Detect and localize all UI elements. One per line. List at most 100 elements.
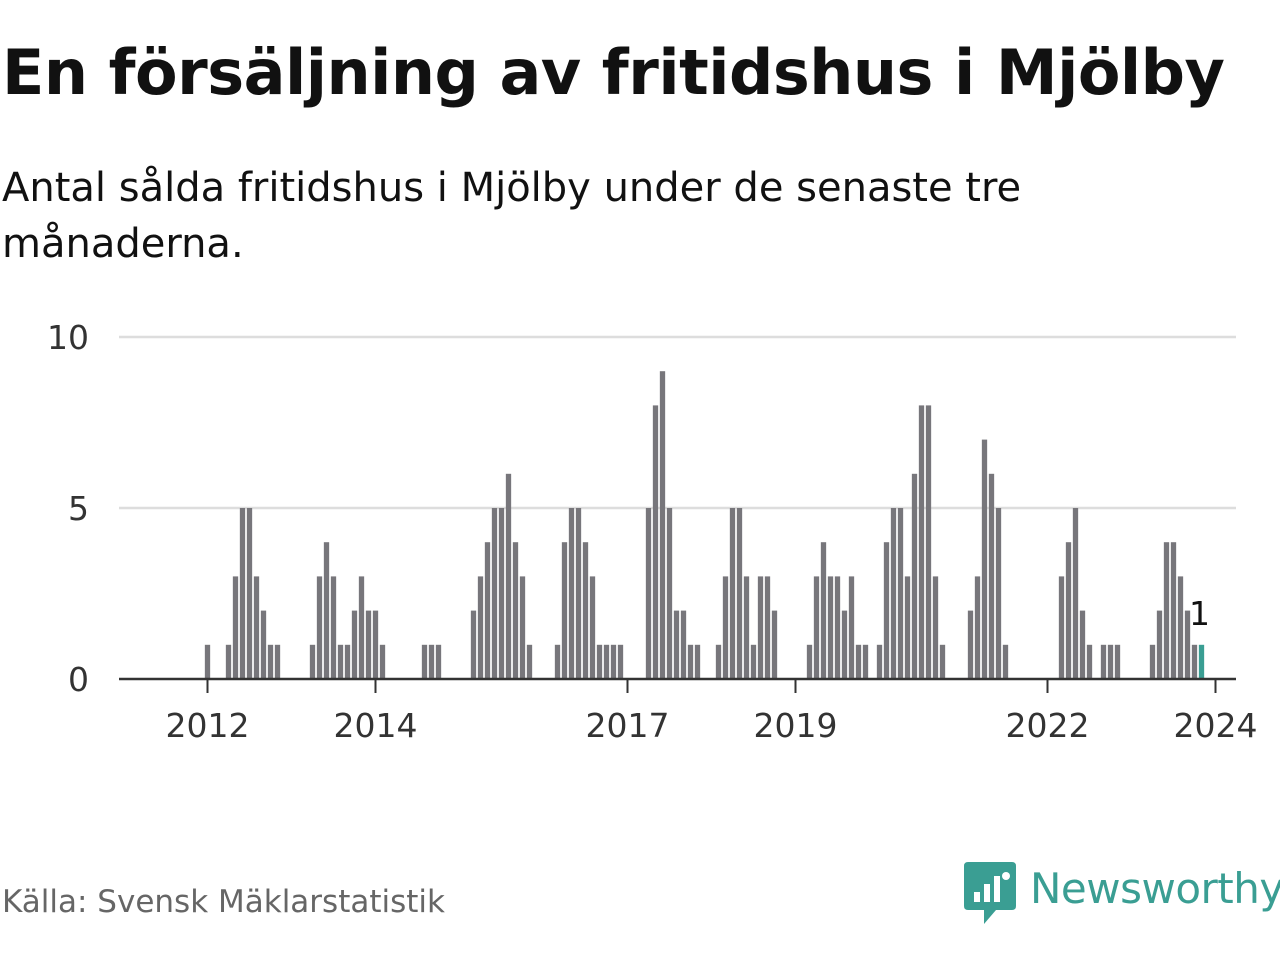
x-tick-label: 2019 — [754, 706, 838, 745]
bar — [225, 644, 232, 679]
bar — [323, 542, 330, 679]
bar — [729, 508, 736, 679]
brand-name: Newsworthy — [1030, 864, 1280, 913]
bar — [1191, 644, 1198, 679]
bar — [1065, 542, 1072, 679]
bar — [841, 610, 848, 679]
bar-chart: 0 5 10 2012 2014 2017 2019 2022 2024 1 — [47, 318, 1258, 745]
y-tick-label: 5 — [68, 489, 89, 528]
bar — [764, 576, 771, 679]
bar — [617, 644, 624, 679]
bar — [848, 576, 855, 679]
bar — [589, 576, 596, 679]
bar — [897, 508, 904, 679]
bar — [309, 644, 316, 679]
bar — [1177, 576, 1184, 679]
bar — [358, 576, 365, 679]
bar — [687, 644, 694, 679]
bar — [568, 508, 575, 679]
bar — [925, 405, 932, 679]
bar — [981, 439, 988, 679]
bar — [855, 644, 862, 679]
x-tick-label: 2017 — [586, 706, 670, 745]
bar — [904, 576, 911, 679]
bar — [484, 542, 491, 679]
bar — [876, 644, 883, 679]
bar — [435, 644, 442, 679]
bar — [554, 644, 561, 679]
bar — [582, 542, 589, 679]
bar — [967, 610, 974, 679]
bar — [1170, 542, 1177, 679]
bar — [743, 576, 750, 679]
bar — [260, 610, 267, 679]
bar — [1100, 644, 1107, 679]
bar — [757, 576, 764, 679]
x-tick-label: 2024 — [1174, 706, 1258, 745]
bar — [1058, 576, 1065, 679]
bar — [505, 473, 512, 679]
bar — [1107, 644, 1114, 679]
bar — [813, 576, 820, 679]
x-tick-label: 2014 — [334, 706, 418, 745]
bar — [750, 644, 757, 679]
bar — [890, 508, 897, 679]
bar — [680, 610, 687, 679]
bar — [491, 508, 498, 679]
bar — [239, 508, 246, 679]
bar — [827, 576, 834, 679]
bar — [722, 576, 729, 679]
bar — [512, 542, 519, 679]
bar-highlight — [1198, 644, 1205, 679]
bar — [659, 371, 666, 679]
bar — [694, 644, 701, 679]
last-value-label: 1 — [1189, 594, 1210, 633]
bar — [1002, 644, 1009, 679]
bar — [645, 508, 652, 679]
bar — [421, 644, 428, 679]
bar — [1114, 644, 1121, 679]
bar — [246, 508, 253, 679]
bar — [498, 508, 505, 679]
bar — [204, 644, 211, 679]
bar — [834, 576, 841, 679]
bar — [470, 610, 477, 679]
bar — [911, 473, 918, 679]
bar — [372, 610, 379, 679]
bar — [1156, 610, 1163, 679]
x-tick-label: 2012 — [166, 706, 250, 745]
bar — [379, 644, 386, 679]
bar — [736, 508, 743, 679]
y-tick-label: 10 — [47, 318, 89, 357]
bar — [820, 542, 827, 679]
source-note: Källa: Svensk Mäklarstatistik — [2, 884, 445, 920]
bar — [673, 610, 680, 679]
bar — [351, 610, 358, 679]
bar — [610, 644, 617, 679]
bar — [267, 644, 274, 679]
brand-logo: Newsworthy — [964, 862, 1280, 926]
bar — [715, 644, 722, 679]
bar — [365, 610, 372, 679]
bar — [988, 473, 995, 679]
bar — [974, 576, 981, 679]
bar — [596, 644, 603, 679]
bar — [1163, 542, 1170, 679]
bar — [995, 508, 1002, 679]
bar — [862, 644, 869, 679]
bar — [1149, 644, 1156, 679]
bar — [477, 576, 484, 679]
bar — [1072, 508, 1079, 679]
bar — [274, 644, 281, 679]
x-tick-label: 2022 — [1006, 706, 1090, 745]
bar — [771, 610, 778, 679]
bar — [316, 576, 323, 679]
bar — [932, 576, 939, 679]
bar — [939, 644, 946, 679]
bar — [666, 508, 673, 679]
bar — [330, 576, 337, 679]
bar — [806, 644, 813, 679]
bar — [883, 542, 890, 679]
bar — [561, 542, 568, 679]
bar — [1184, 610, 1191, 679]
